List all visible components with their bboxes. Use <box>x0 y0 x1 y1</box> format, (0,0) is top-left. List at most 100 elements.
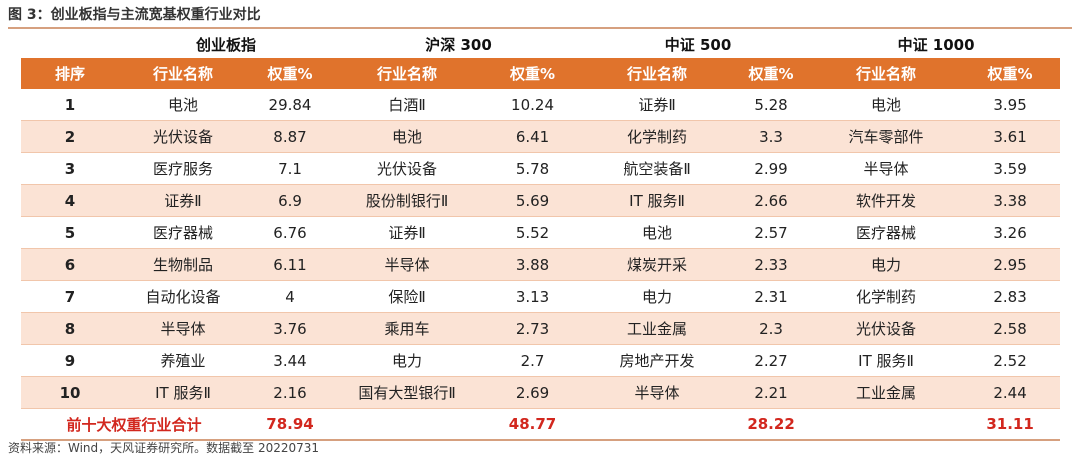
weight-cell: 8.87 <box>247 120 334 153</box>
industry-name-cell: 证券Ⅱ <box>333 216 482 249</box>
industry-name-cell: 医疗器械 <box>119 216 247 249</box>
weight-cell: 5.69 <box>481 184 585 217</box>
index-group-label: 中证 500 <box>664 35 732 54</box>
industry-name-cell: 医疗服务 <box>119 152 247 185</box>
industry-name-cell: 光伏设备 <box>333 152 482 185</box>
weight-cell: 3.61 <box>960 120 1061 153</box>
industry-name-cell: 航空装备Ⅱ <box>584 152 731 185</box>
industry-name-cell: 电池 <box>119 89 247 121</box>
weight-cell: 2.33 <box>730 248 813 281</box>
weight-cell: 2.21 <box>730 376 813 409</box>
weight-header: 权重% <box>960 58 1061 89</box>
industry-name-cell: 工业金属 <box>584 312 731 345</box>
industry-name-cell: 电池 <box>812 89 961 121</box>
weight-cell: 2.58 <box>960 312 1061 345</box>
industry-name-cell: 电力 <box>812 248 961 281</box>
group-spacer <box>21 30 119 58</box>
weight-cell: 2.69 <box>481 376 585 409</box>
industry-name-cell: 养殖业 <box>119 344 247 377</box>
industry-name-cell: 股份制银行Ⅱ <box>333 184 482 217</box>
index-group-label: 创业板指 <box>196 35 257 54</box>
rank-cell: 3 <box>21 152 119 185</box>
industry-name-cell: 半导体 <box>584 376 731 409</box>
rank-cell: 1 <box>21 89 119 121</box>
weight-cell: 2.16 <box>247 376 334 409</box>
weight-cell: 2.57 <box>730 216 813 249</box>
rank-cell: 10 <box>21 376 119 409</box>
table-row: 6 生物制品 6.11 半导体 3.88 煤炭开采 2.33 电力 2.95 <box>21 248 1061 281</box>
weight-cell: 3.26 <box>960 216 1061 249</box>
figure-title: 图 3：创业板指与主流宽基权重行业对比 <box>8 7 261 23</box>
weight-cell: 3.59 <box>960 152 1061 185</box>
industry-name-cell: 证券Ⅱ <box>584 89 731 121</box>
industry-name-cell: 房地产开发 <box>584 344 731 377</box>
comparison-table: 创业板指 沪深 300 中证 500 中证 1000 排序 行业名称 权重% 行业名称 权重% 行… <box>21 30 1061 441</box>
weight-cell: 2.3 <box>730 312 813 345</box>
weight-cell: 3.95 <box>960 89 1061 121</box>
column-header-row: 排序 行业名称 权重% 行业名称 权重% 行业名称 权重% 行业名称 权重% <box>21 58 1061 89</box>
weight-cell: 2.95 <box>960 248 1061 281</box>
industry-name-cell: 化学制药 <box>584 120 731 153</box>
weight-header: 权重% <box>247 58 334 89</box>
total-weight-cell: 28.22 <box>730 408 813 441</box>
weight-cell: 2.83 <box>960 280 1061 313</box>
weight-cell: 2.66 <box>730 184 813 217</box>
weight-cell: 5.52 <box>481 216 585 249</box>
table-row: 4 证券Ⅱ 6.9 股份制银行Ⅱ 5.69 IT 服务Ⅱ 2.66 软件开发 3.38 <box>21 184 1061 217</box>
rank-cell: 8 <box>21 312 119 345</box>
weight-cell: 4 <box>247 280 334 313</box>
weight-cell: 3.3 <box>730 120 813 153</box>
weight-cell: 3.38 <box>960 184 1061 217</box>
weight-header: 权重% <box>730 58 813 89</box>
industry-name-cell: 证券Ⅱ <box>119 184 247 217</box>
industry-name-cell: 生物制品 <box>119 248 247 281</box>
total-label: 前十大权重行业合计 <box>21 408 247 441</box>
industry-header: 行业名称 <box>584 58 731 89</box>
table-row: 1 电池 29.84 白酒Ⅱ 10.24 证券Ⅱ 5.28 电池 3.95 <box>21 89 1061 121</box>
weight-cell: 3.44 <box>247 344 334 377</box>
table-row: 3 医疗服务 7.1 光伏设备 5.78 航空装备Ⅱ 2.99 半导体 3.59 <box>21 152 1061 185</box>
industry-name-cell: IT 服务Ⅱ <box>812 344 961 377</box>
industry-header: 行业名称 <box>119 58 247 89</box>
industry-name-cell: 光伏设备 <box>119 120 247 153</box>
industry-name-cell: 软件开发 <box>812 184 961 217</box>
total-row: 前十大权重行业合计 78.94 48.77 28.22 31.11 <box>21 408 1061 441</box>
industry-name-cell: 电力 <box>584 280 731 313</box>
weight-cell: 2.99 <box>730 152 813 185</box>
weight-header: 权重% <box>481 58 585 89</box>
weight-cell: 2.31 <box>730 280 813 313</box>
weight-cell: 6.76 <box>247 216 334 249</box>
rank-cell: 5 <box>21 216 119 249</box>
source-note: 资料来源：Wind，天风证券研究所。数据截至 20220731 <box>8 441 320 455</box>
industry-name-cell: 保险Ⅱ <box>333 280 482 313</box>
table-row: 8 半导体 3.76 乘用车 2.73 工业金属 2.3 光伏设备 2.58 <box>21 312 1061 345</box>
weight-cell: 7.1 <box>247 152 334 185</box>
industry-name-cell: 光伏设备 <box>812 312 961 345</box>
industry-name-cell: 半导体 <box>119 312 247 345</box>
table-row: 7 自动化设备 4 保险Ⅱ 3.13 电力 2.31 化学制药 2.83 <box>21 280 1061 313</box>
rank-header: 排序 <box>21 58 119 89</box>
industry-name-cell: 国有大型银行Ⅱ <box>333 376 482 409</box>
index-group-row: 创业板指 沪深 300 中证 500 中证 1000 <box>21 30 1060 58</box>
weight-cell: 6.41 <box>481 120 585 153</box>
table-row: 5 医疗器械 6.76 证券Ⅱ 5.52 电池 2.57 医疗器械 3.26 <box>21 216 1061 249</box>
weight-cell: 5.28 <box>730 89 813 121</box>
weight-cell: 6.9 <box>247 184 334 217</box>
weight-cell: 5.78 <box>481 152 585 185</box>
industry-header: 行业名称 <box>812 58 961 89</box>
rank-cell: 9 <box>21 344 119 377</box>
industry-name-cell: 电池 <box>333 120 482 153</box>
table-row: 10 IT 服务Ⅱ 2.16 国有大型银行Ⅱ 2.69 半导体 2.21 工业金属 2.44 <box>21 376 1061 409</box>
industry-name-cell: IT 服务Ⅱ <box>119 376 247 409</box>
weight-cell: 6.11 <box>247 248 334 281</box>
weight-cell: 3.13 <box>481 280 585 313</box>
industry-header: 行业名称 <box>333 58 482 89</box>
industry-name-cell: 电池 <box>584 216 731 249</box>
weight-cell: 3.76 <box>247 312 334 345</box>
total-weight-cell: 78.94 <box>247 408 334 441</box>
industry-name-cell: 煤炭开采 <box>584 248 731 281</box>
industry-name-cell: 白酒Ⅱ <box>333 89 482 121</box>
industry-name-cell: 半导体 <box>333 248 482 281</box>
title-divider <box>8 27 1072 29</box>
weight-cell: 3.88 <box>481 248 585 281</box>
